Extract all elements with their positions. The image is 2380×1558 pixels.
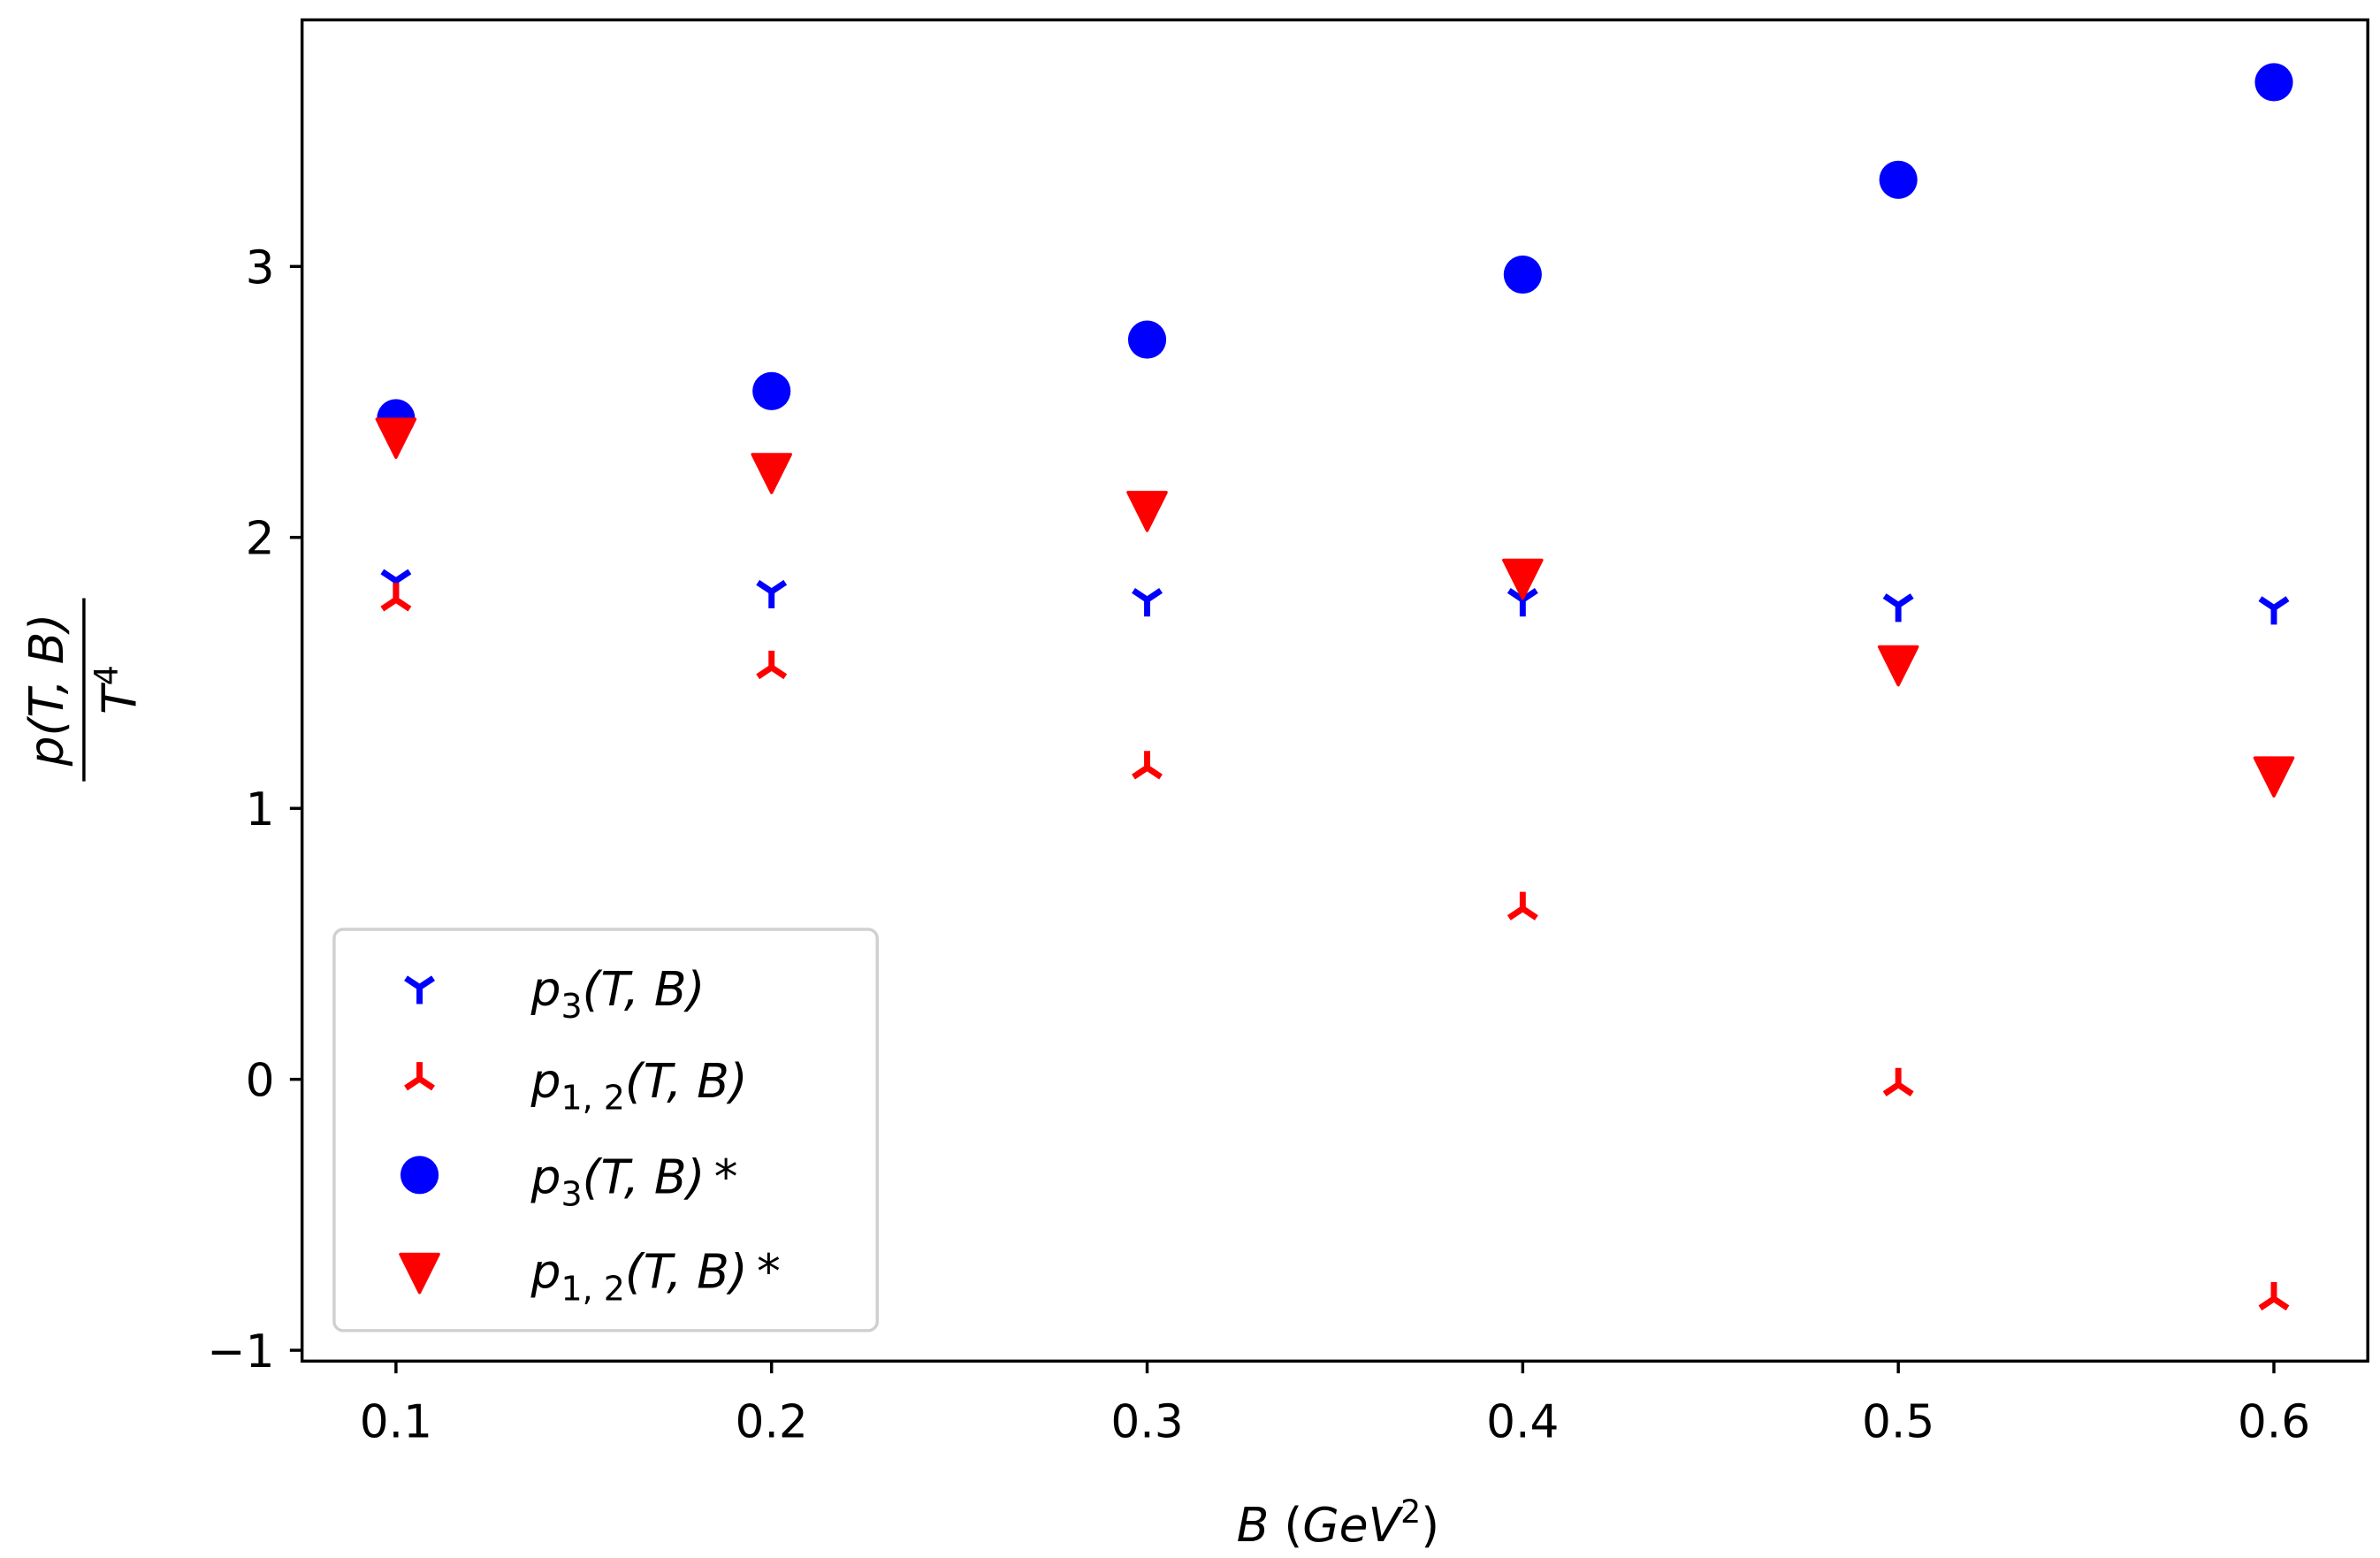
x-tick-label: 0.5 <box>1862 1396 1934 1449</box>
data-point-series-2 <box>1879 160 1918 199</box>
data-point-series-3 <box>2253 756 2295 798</box>
data-point-series-2 <box>752 371 791 410</box>
legend-marker-2 <box>400 1156 439 1195</box>
y-axis: −1 0 1 2 3 <box>207 241 302 1379</box>
svg-text:B (GeV2): B (GeV2) <box>1237 1493 1439 1553</box>
legend-marker-0 <box>404 975 435 1004</box>
svg-text:T4: T4 <box>88 665 148 714</box>
plot-frame <box>300 18 2369 1363</box>
data-point-series-2 <box>1503 255 1542 294</box>
y-tick-label: 2 <box>246 513 275 566</box>
x-tick-label: 0.2 <box>736 1396 808 1449</box>
data-point-series-1 <box>380 583 412 612</box>
x-label-unit: GeV <box>1302 1497 1403 1553</box>
data-point-series-3 <box>375 417 417 459</box>
data-point-series-1 <box>756 650 788 680</box>
legend-label-2: p3(T, B) * <box>530 1149 738 1214</box>
data-point-series-0 <box>1132 588 1163 617</box>
data-point-series-1 <box>1507 891 1538 920</box>
x-tick-label: 0.6 <box>2238 1396 2310 1449</box>
legend-marker-1 <box>404 1062 435 1091</box>
legend-marker-3 <box>399 1252 440 1295</box>
y-axis-label: p(T, B) T4 <box>19 598 148 782</box>
data-point-series-0 <box>756 579 788 609</box>
data-point-series-2 <box>2254 63 2293 102</box>
data-point-series-0 <box>2258 596 2290 625</box>
y-label-denominator: T <box>92 682 148 714</box>
data-point-series-3 <box>1502 558 1544 600</box>
data-point-series-3 <box>1877 645 1919 687</box>
data-point-series-0 <box>1882 593 1914 622</box>
data-point-series-1 <box>2258 1281 2290 1311</box>
data-point-series-3 <box>1126 491 1168 532</box>
y-label-numerator: p(T, B) <box>19 614 74 768</box>
y-tick-label: 0 <box>246 1055 275 1108</box>
data-point-series-3 <box>751 453 792 494</box>
x-label-var: B <box>1237 1497 1270 1553</box>
y-tick-label: −1 <box>207 1325 274 1379</box>
legend-label-0: p3(T, B) <box>530 961 706 1026</box>
x-axis: 0.1 0.2 0.3 0.4 0.5 0.6 <box>360 1361 2310 1449</box>
x-tick-label: 0.4 <box>1486 1396 1559 1449</box>
x-tick-label: 0.1 <box>360 1396 432 1449</box>
data-point-series-0 <box>1507 588 1538 617</box>
legend-label-3: p1, 2(T, B) * <box>530 1244 781 1309</box>
y-tick-label: 1 <box>246 783 275 836</box>
data-point-series-2 <box>1127 320 1167 359</box>
data-marks <box>375 63 2295 1311</box>
legend: p3(T, B) p1, 2(T, B) p3(T, B) * p1, 2(T, B) * <box>332 928 879 1333</box>
data-point-series-1 <box>1882 1067 1914 1096</box>
y-label-exp: 4 <box>88 665 126 685</box>
y-tick-label: 3 <box>246 241 275 294</box>
x-tick-label: 0.3 <box>1110 1396 1183 1449</box>
legend-label-1: p1, 2(T, B) <box>530 1053 748 1118</box>
x-axis-label: B (GeV2) <box>1237 1493 1439 1553</box>
data-point-series-1 <box>1132 751 1163 780</box>
x-label-exp: 2 <box>1400 1493 1421 1531</box>
